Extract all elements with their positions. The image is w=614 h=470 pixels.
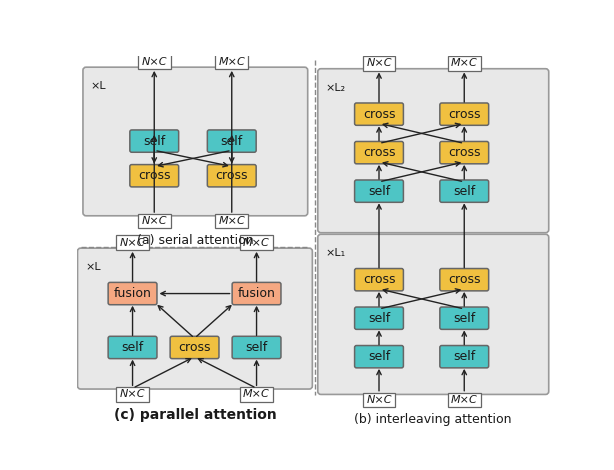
- Text: self: self: [122, 341, 144, 354]
- FancyBboxPatch shape: [216, 214, 248, 228]
- Text: N×C: N×C: [366, 395, 392, 405]
- FancyBboxPatch shape: [240, 387, 273, 402]
- Text: N×C: N×C: [141, 57, 167, 67]
- FancyBboxPatch shape: [83, 67, 308, 216]
- Text: ×L: ×L: [85, 262, 101, 272]
- FancyBboxPatch shape: [108, 337, 157, 359]
- FancyBboxPatch shape: [440, 103, 489, 125]
- Text: cross: cross: [178, 341, 211, 354]
- Text: cross: cross: [363, 146, 395, 159]
- Text: cross: cross: [363, 108, 395, 121]
- FancyBboxPatch shape: [448, 56, 481, 70]
- FancyBboxPatch shape: [440, 307, 489, 329]
- Text: self: self: [368, 312, 390, 325]
- FancyBboxPatch shape: [355, 307, 403, 329]
- Text: cross: cross: [448, 146, 481, 159]
- FancyBboxPatch shape: [138, 55, 171, 69]
- Text: self: self: [368, 185, 390, 198]
- Text: cross: cross: [448, 273, 481, 286]
- Text: M×C: M×C: [451, 58, 478, 68]
- FancyBboxPatch shape: [232, 282, 281, 305]
- Text: M×C: M×C: [243, 390, 270, 400]
- FancyBboxPatch shape: [318, 69, 549, 233]
- FancyBboxPatch shape: [116, 235, 149, 250]
- Text: self: self: [220, 134, 243, 148]
- Text: cross: cross: [138, 169, 171, 182]
- Text: ×L₁: ×L₁: [325, 248, 346, 258]
- Text: M×C: M×C: [219, 216, 245, 226]
- FancyBboxPatch shape: [363, 56, 395, 70]
- FancyBboxPatch shape: [240, 235, 273, 250]
- Text: self: self: [453, 350, 475, 363]
- FancyBboxPatch shape: [355, 103, 403, 125]
- Text: cross: cross: [216, 169, 248, 182]
- FancyBboxPatch shape: [355, 180, 403, 202]
- FancyBboxPatch shape: [363, 392, 395, 407]
- Text: ×L₂: ×L₂: [325, 83, 346, 93]
- FancyBboxPatch shape: [208, 164, 256, 187]
- Text: N×C: N×C: [120, 238, 146, 248]
- Text: self: self: [368, 350, 390, 363]
- Text: (b) interleaving attention: (b) interleaving attention: [354, 413, 512, 426]
- FancyBboxPatch shape: [448, 392, 481, 407]
- FancyBboxPatch shape: [116, 387, 149, 402]
- FancyBboxPatch shape: [170, 337, 219, 359]
- FancyBboxPatch shape: [440, 180, 489, 202]
- Text: N×C: N×C: [366, 58, 392, 68]
- FancyBboxPatch shape: [208, 130, 256, 152]
- FancyBboxPatch shape: [355, 268, 403, 291]
- Text: N×C: N×C: [120, 390, 146, 400]
- Text: M×C: M×C: [243, 238, 270, 248]
- Text: cross: cross: [448, 108, 481, 121]
- Text: self: self: [453, 312, 475, 325]
- FancyBboxPatch shape: [355, 141, 403, 164]
- FancyBboxPatch shape: [130, 130, 179, 152]
- Text: M×C: M×C: [451, 395, 478, 405]
- Text: N×C: N×C: [141, 216, 167, 226]
- FancyBboxPatch shape: [138, 214, 171, 228]
- Text: self: self: [453, 185, 475, 198]
- Text: self: self: [246, 341, 268, 354]
- FancyBboxPatch shape: [232, 337, 281, 359]
- FancyBboxPatch shape: [130, 164, 179, 187]
- Text: ×L: ×L: [91, 81, 106, 91]
- FancyBboxPatch shape: [108, 282, 157, 305]
- Text: fusion: fusion: [238, 287, 276, 300]
- Text: self: self: [143, 134, 165, 148]
- FancyBboxPatch shape: [440, 345, 489, 368]
- FancyBboxPatch shape: [440, 268, 489, 291]
- Text: cross: cross: [363, 273, 395, 286]
- FancyBboxPatch shape: [440, 141, 489, 164]
- FancyBboxPatch shape: [216, 55, 248, 69]
- FancyBboxPatch shape: [355, 345, 403, 368]
- Text: fusion: fusion: [114, 287, 152, 300]
- FancyBboxPatch shape: [318, 234, 549, 394]
- FancyBboxPatch shape: [77, 248, 313, 389]
- Text: M×C: M×C: [219, 57, 245, 67]
- Text: (c) parallel attention: (c) parallel attention: [114, 407, 276, 422]
- Text: (a) serial attention: (a) serial attention: [137, 234, 254, 247]
